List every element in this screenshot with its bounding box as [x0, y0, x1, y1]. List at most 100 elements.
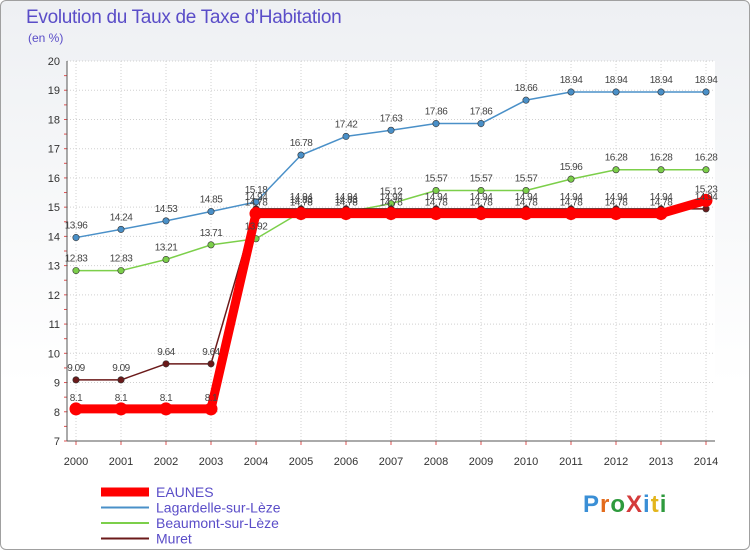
y-tick-label: 16 — [48, 173, 60, 185]
data-label-3: 14.94 — [515, 192, 538, 203]
logo-letter: P — [583, 491, 601, 518]
data-label-3: 14.94 — [605, 192, 628, 203]
x-tick-label: 2014 — [694, 456, 718, 468]
x-tick-label: 2005 — [289, 456, 313, 468]
data-label-3: 14.94 — [425, 192, 448, 203]
data-label-2: 13.71 — [200, 228, 223, 239]
y-tick-label: 12 — [48, 290, 60, 302]
data-label-1: 15.18 — [245, 185, 268, 196]
y-tick-label: 14 — [48, 231, 60, 243]
data-point-2 — [522, 186, 530, 194]
data-point-1 — [117, 225, 125, 233]
x-tick-label: 2003 — [199, 456, 223, 468]
data-label-3: 9.64 — [202, 347, 220, 358]
data-label-2: 13.21 — [155, 242, 178, 253]
y-tick-label: 10 — [48, 348, 60, 360]
data-label-1: 18.66 — [515, 83, 538, 94]
data-label-3: 9.09 — [67, 363, 85, 374]
legend: EAUNESLagardelle-sur-LèzeBeaumont-sur-Lè… — [101, 484, 281, 547]
data-labels: 8.1 8.1 8.1 8.114.78 14.78 14.78 14.78 14.78 14.… — [65, 75, 719, 404]
data-label-2: 15.57 — [515, 173, 538, 184]
data-label-1: 13.96 — [65, 221, 88, 232]
data-point-2 — [612, 166, 620, 174]
data-label-0: 8.1 — [115, 393, 128, 404]
data-label-1: 17.86 — [470, 107, 493, 118]
data-label-1: 18.94 — [650, 75, 673, 86]
data-point-0 — [384, 207, 398, 221]
data-label-2: 16.28 — [605, 153, 628, 164]
data-point-1 — [342, 132, 350, 140]
x-tick-label: 2010 — [514, 456, 538, 468]
data-label-3: 14.94 — [245, 192, 268, 203]
logo-letter: o — [610, 491, 627, 518]
data-label-2: 15.96 — [560, 162, 583, 173]
data-point-2 — [567, 175, 575, 183]
y-tick-label: 20 — [48, 56, 60, 68]
data-label-3: 14.94 — [335, 192, 358, 203]
data-label-2: 14.83 — [335, 195, 358, 206]
data-label-3: 9.64 — [157, 347, 175, 358]
data-label-3: 14.94 — [470, 192, 493, 203]
data-point-0 — [204, 402, 218, 416]
x-tick-label: 2009 — [469, 456, 493, 468]
data-label-2: 14.83 — [290, 195, 313, 206]
data-label-1: 17.42 — [335, 119, 358, 130]
legend-label-2: Beaumont-sur-Lèze — [156, 515, 279, 531]
x-tick-label: 2012 — [604, 456, 628, 468]
data-label-0: 14.78 — [425, 198, 448, 209]
x-tick-label: 2007 — [379, 456, 403, 468]
data-label-0: 15.23 — [695, 184, 718, 195]
data-label-3: 14.94 — [650, 192, 673, 203]
y-tick-label: 18 — [48, 114, 60, 126]
data-point-1 — [207, 208, 215, 216]
data-point-1 — [297, 151, 305, 159]
data-label-2: 15.57 — [425, 173, 448, 184]
data-label-1: 18.94 — [560, 75, 583, 86]
data-label-0: 14.78 — [650, 198, 673, 209]
data-label-1: 14.24 — [110, 212, 133, 223]
data-label-0: 14.78 — [380, 198, 403, 209]
legend-label-3: Muret — [156, 531, 192, 547]
data-label-2: 15.12 — [380, 187, 403, 198]
data-point-2 — [207, 241, 215, 249]
data-point-3 — [117, 376, 125, 384]
data-point-0 — [159, 402, 173, 416]
data-label-1: 18.94 — [695, 75, 718, 86]
data-label-1: 17.86 — [425, 107, 448, 118]
data-point-2 — [657, 166, 665, 174]
data-point-3 — [72, 376, 80, 384]
data-label-2: 15.57 — [470, 173, 493, 184]
data-label-2: 16.28 — [695, 153, 718, 164]
data-point-3 — [162, 360, 170, 368]
data-label-0: 14.78 — [245, 198, 268, 209]
x-tick-label: 2008 — [424, 456, 448, 468]
data-label-0: 8.1 — [205, 393, 218, 404]
data-point-0 — [474, 207, 488, 221]
data-label-0: 14.78 — [290, 198, 313, 209]
data-point-2 — [72, 267, 80, 275]
data-label-2: 16.28 — [650, 153, 673, 164]
series-group — [69, 88, 713, 416]
data-label-2: 12.83 — [110, 254, 133, 265]
y-tick-label: 9 — [54, 378, 60, 390]
data-point-1 — [477, 120, 485, 128]
logo-letter: i — [659, 491, 668, 518]
data-label-0: 14.78 — [560, 198, 583, 209]
data-point-1 — [162, 217, 170, 225]
data-label-1: 16.78 — [290, 138, 313, 149]
y-tick-label: 11 — [49, 319, 60, 331]
chart-title: Evolution du Taux de Taxe d’Habitation — [26, 7, 342, 28]
data-point-0 — [114, 402, 128, 416]
grid — [67, 60, 715, 442]
data-point-0 — [294, 207, 308, 221]
x-tick-label: 2004 — [244, 456, 268, 468]
data-point-1 — [387, 126, 395, 134]
data-point-2 — [702, 166, 710, 174]
chart-subtitle: (en %) — [28, 31, 64, 45]
data-point-2 — [477, 186, 485, 194]
data-point-1 — [522, 96, 530, 104]
data-label-0: 14.78 — [515, 198, 538, 209]
x-tick-label: 2011 — [559, 456, 583, 468]
data-point-0 — [519, 207, 533, 221]
